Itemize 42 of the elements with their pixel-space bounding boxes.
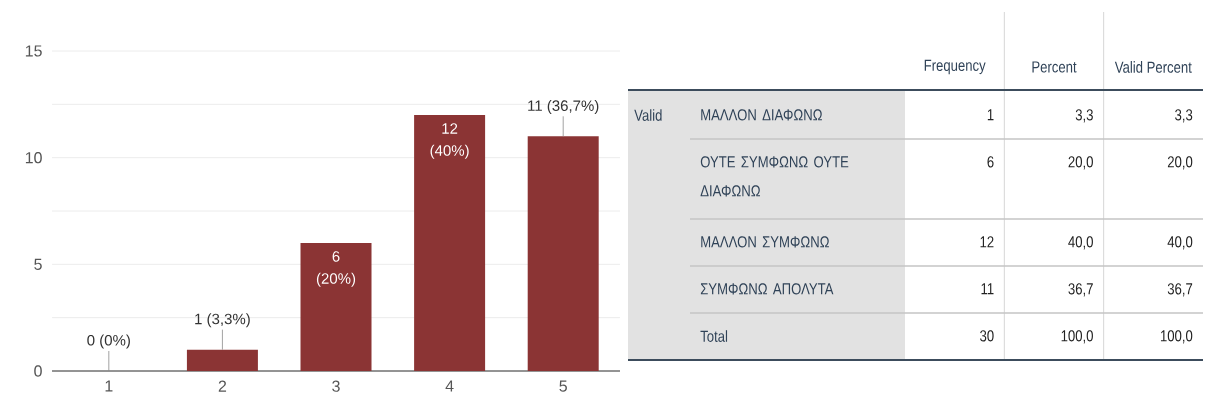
- text: Percent: [1032, 61, 1077, 73]
- data-label: 36,7: [1167, 283, 1193, 297]
- data-label: 1 (3,3%): [195, 313, 250, 328]
- category-label: Total: [700, 330, 728, 342]
- x-tick-label: 2: [218, 380, 227, 392]
- data-label: 6: [987, 156, 994, 168]
- bar: [186, 349, 258, 371]
- x-tick-label: 5: [559, 380, 567, 392]
- data-label: 11: [981, 283, 994, 295]
- bar: [414, 114, 486, 371]
- data-label: 40,0: [1068, 236, 1093, 250]
- bar: [300, 242, 372, 371]
- data-label: 100,0: [1160, 330, 1193, 344]
- x-tick-label: 4: [445, 380, 454, 392]
- data-label: 11 (36,7%): [528, 99, 599, 114]
- bar: [527, 136, 599, 371]
- y-tick-label: 15: [25, 45, 42, 57]
- data-label: 12: [980, 236, 994, 248]
- data-label: 36,7: [1068, 283, 1093, 297]
- category-label: ΟΥΤΕ ΣΥΜΦΩΝΩ ΟΥΤΕ ΔΙΑΦΩΝΩ: [700, 156, 849, 197]
- data-label: 20,0: [1167, 156, 1193, 170]
- category-label: ΜΑΛΛΟΝ ΣΥΜΦΩΝΩ: [701, 236, 829, 248]
- data-label: 3,3: [1075, 109, 1093, 123]
- data-label: 0 (0%): [87, 334, 130, 349]
- data-label: 1: [987, 109, 994, 121]
- data-label: 3,3: [1175, 109, 1193, 123]
- category-label: ΣΥΜΦΩΝΩ ΑΠΟΛΥΤΑ: [700, 283, 834, 295]
- y-tick-label: 0: [34, 365, 42, 377]
- text: Frequency: [924, 59, 986, 75]
- text: Valid Percent: [1114, 61, 1192, 73]
- data-label: 100,0: [1061, 330, 1093, 344]
- category-label: ΜΑΛΛΟΝ ΔΙΑΦΩΝΩ: [701, 109, 822, 121]
- text: Valid: [634, 109, 662, 121]
- data-label: 6 (20%): [316, 251, 356, 287]
- data-label: 20,0: [1068, 156, 1093, 170]
- y-tick-label: 5: [34, 258, 42, 270]
- data-label: 30: [980, 330, 994, 342]
- data-label: 40,0: [1167, 236, 1193, 250]
- data-label: 12 (40%): [430, 123, 469, 159]
- x-tick-label: 1: [105, 380, 113, 392]
- x-tick-label: 3: [332, 380, 340, 392]
- y-tick-label: 10: [25, 152, 42, 164]
